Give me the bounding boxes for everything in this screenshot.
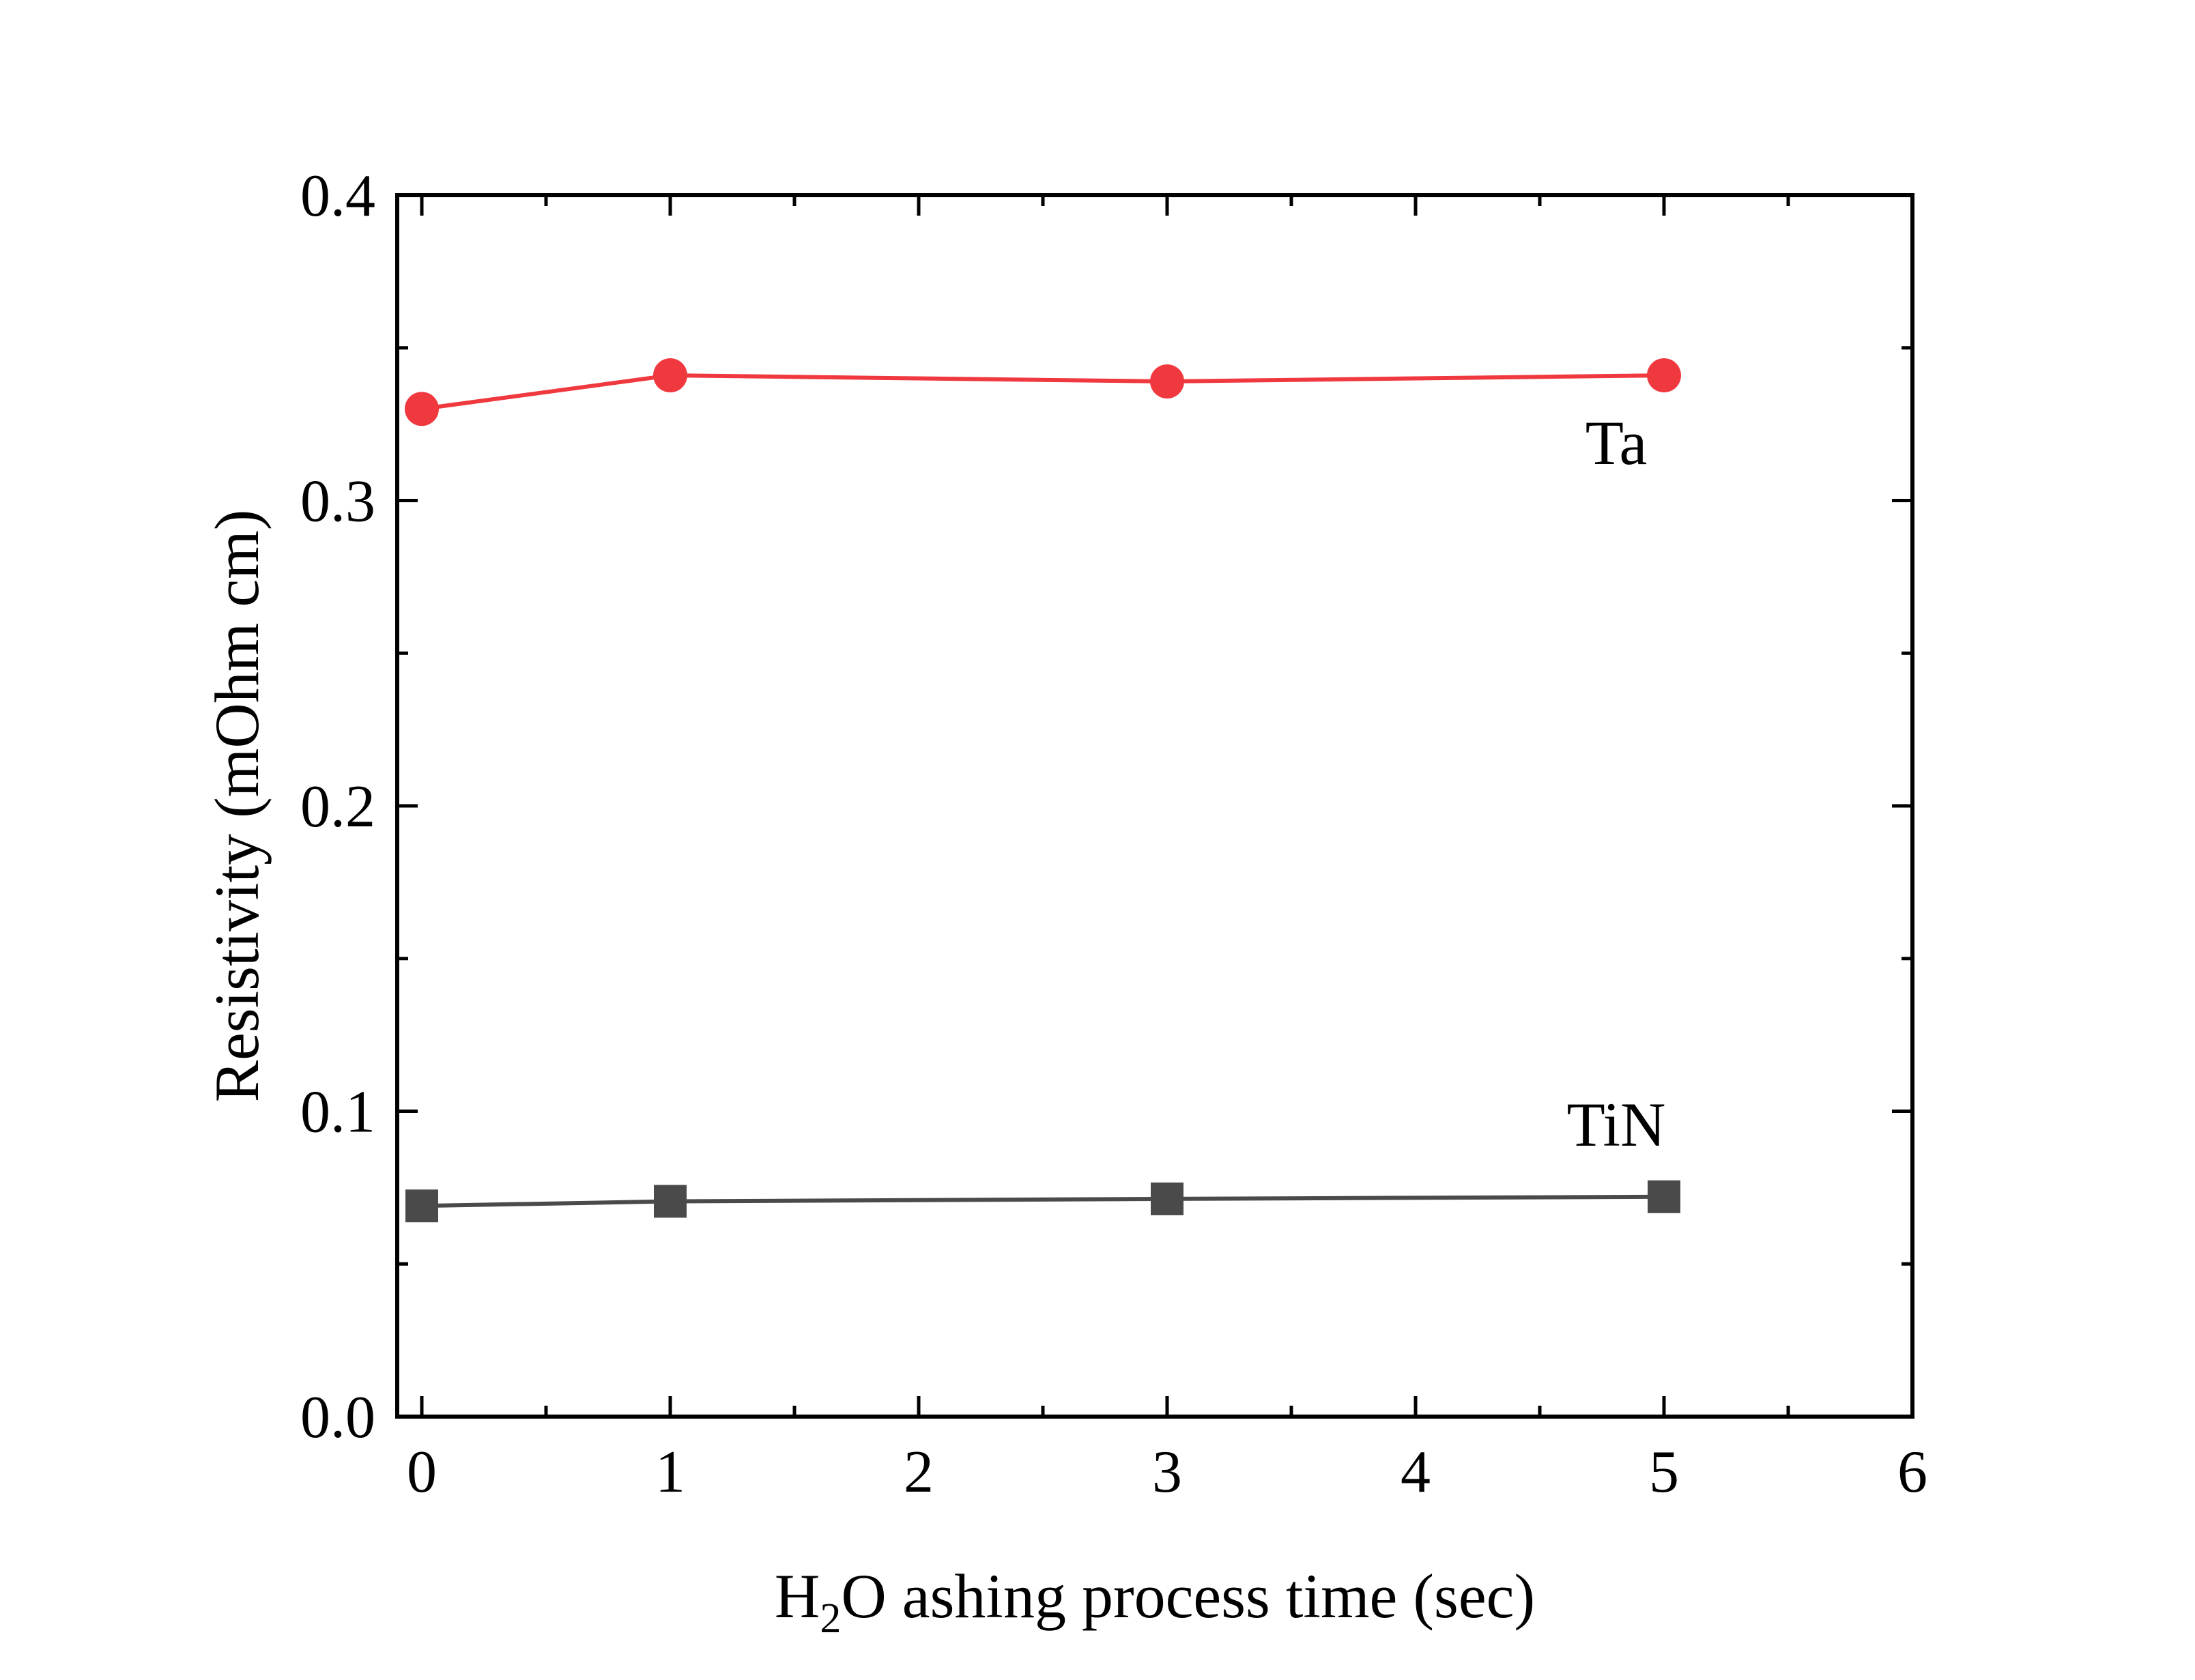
x-tick-label: 3	[1152, 1439, 1182, 1505]
y-tick-label: 0.0	[300, 1385, 375, 1451]
x-axis-label-subscript: 2	[820, 1595, 841, 1642]
axis-tick-labels: 0 1 2 3 4 5 6 0.0 0.1 0.2 0.3 0.4	[300, 163, 1927, 1505]
data-point-tin	[405, 1189, 438, 1223]
data-point-ta	[653, 358, 687, 393]
x-axis-label: H2O ashing process time (sec)	[775, 1561, 1535, 1642]
y-tick-label: 0.2	[300, 774, 375, 840]
y-tick-label: 0.4	[300, 163, 375, 229]
series-tin	[405, 1180, 1680, 1223]
series-label-ta: Ta	[1586, 408, 1648, 478]
data-point-tin	[1151, 1182, 1183, 1215]
x-tick-label: 2	[904, 1439, 934, 1505]
data-point-tin	[654, 1185, 687, 1218]
data-point-tin	[1648, 1180, 1680, 1213]
series-line-ta	[421, 373, 1665, 411]
series-labels: Ta TiN	[1567, 408, 1666, 1159]
data-point-ta	[1150, 364, 1184, 399]
x-tick-label: 4	[1401, 1439, 1431, 1505]
x-tick-label: 0	[407, 1439, 437, 1505]
series-layer	[405, 358, 1681, 1223]
x-tick-label: 5	[1649, 1439, 1679, 1505]
data-point-ta	[1647, 358, 1681, 393]
data-point-ta	[405, 392, 439, 426]
y-axis-label: Resistivity (mOhm cm)	[202, 510, 272, 1103]
x-tick-label: 1	[655, 1439, 685, 1505]
y-tick-label: 0.1	[300, 1080, 375, 1146]
x-tick-label: 6	[1897, 1439, 1927, 1505]
series-line-tin	[421, 1194, 1665, 1208]
y-tick-label: 0.3	[300, 469, 375, 535]
axis-ticks	[397, 193, 1914, 1419]
series-label-tin: TiN	[1567, 1090, 1666, 1159]
series-ta	[405, 358, 1681, 426]
